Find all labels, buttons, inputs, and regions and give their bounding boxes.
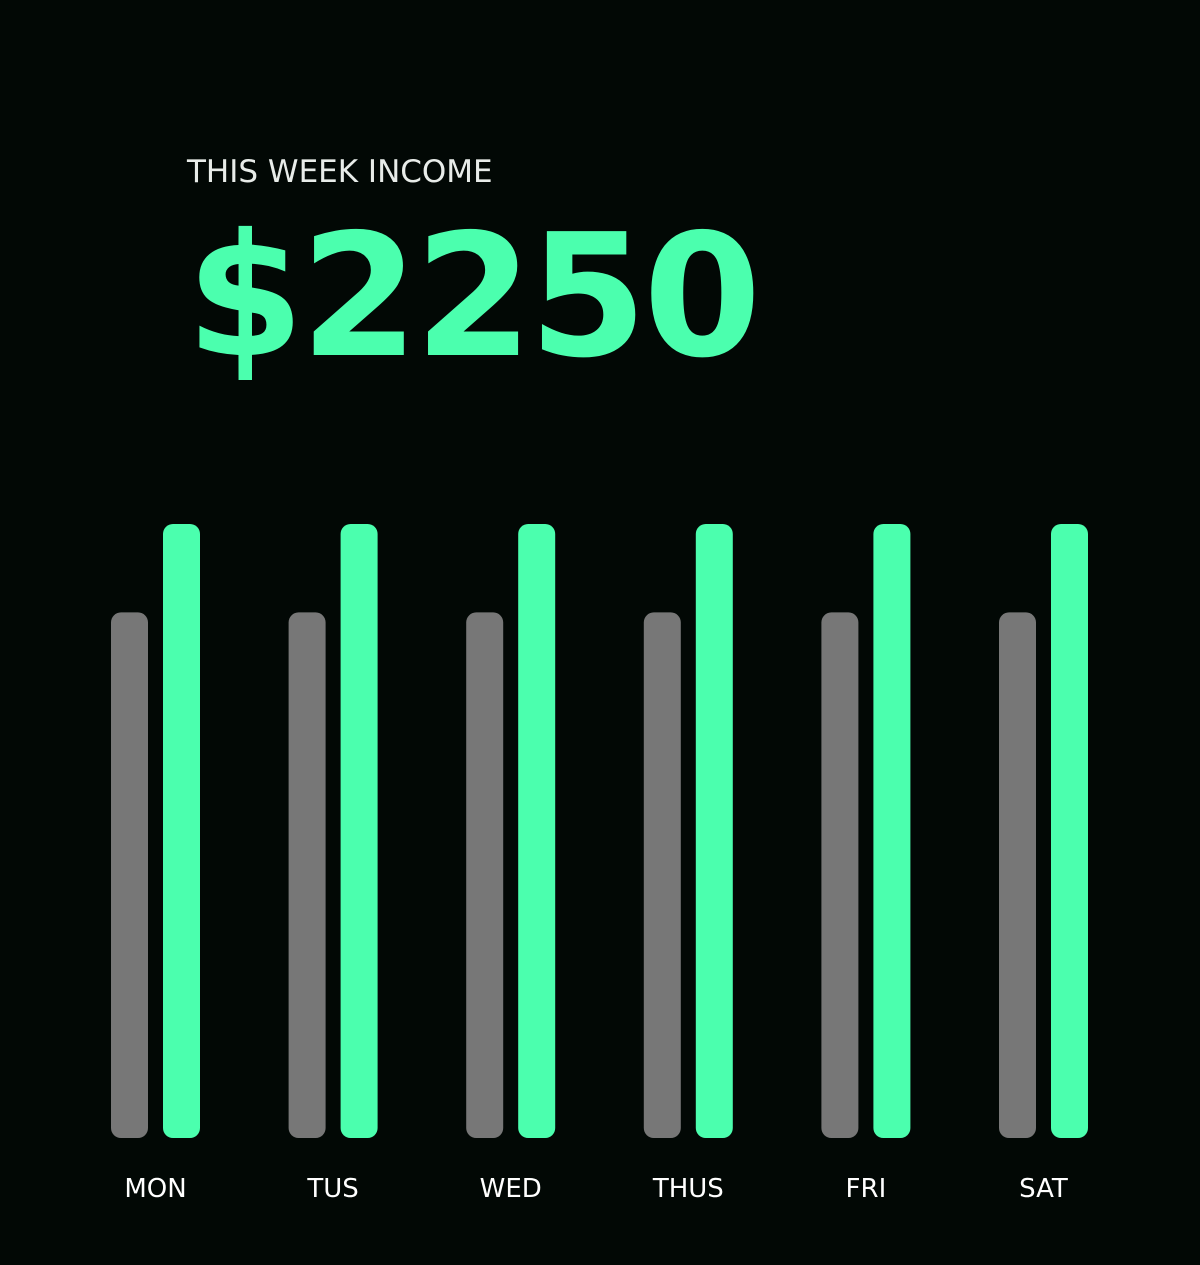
chart-title: THIS WEEK INCOME xyxy=(187,154,493,190)
bar-sat-secondary xyxy=(999,612,1036,1138)
bar-wed-primary xyxy=(518,524,556,1138)
x-tick-label: TUS xyxy=(306,1174,358,1204)
x-tick-label: THUS xyxy=(652,1174,724,1204)
bar-tus-secondary xyxy=(288,612,326,1138)
bar-thus-secondary xyxy=(643,612,681,1138)
bar-fri-primary xyxy=(873,524,911,1138)
bar-wed-secondary xyxy=(466,612,504,1138)
x-tick-label: SAT xyxy=(1019,1174,1068,1204)
x-tick-label: MON xyxy=(124,1174,186,1204)
bar-mon-primary xyxy=(163,524,200,1138)
bar-tus-primary xyxy=(340,524,378,1138)
bar-sat-primary xyxy=(1051,524,1088,1138)
income-amount: $2250 xyxy=(186,198,761,396)
bar-fri-secondary xyxy=(821,612,859,1138)
bar-mon-secondary xyxy=(111,612,148,1138)
x-tick-label: WED xyxy=(480,1174,542,1204)
bar-thus-primary xyxy=(695,524,733,1138)
x-tick-label: FRI xyxy=(846,1174,887,1204)
